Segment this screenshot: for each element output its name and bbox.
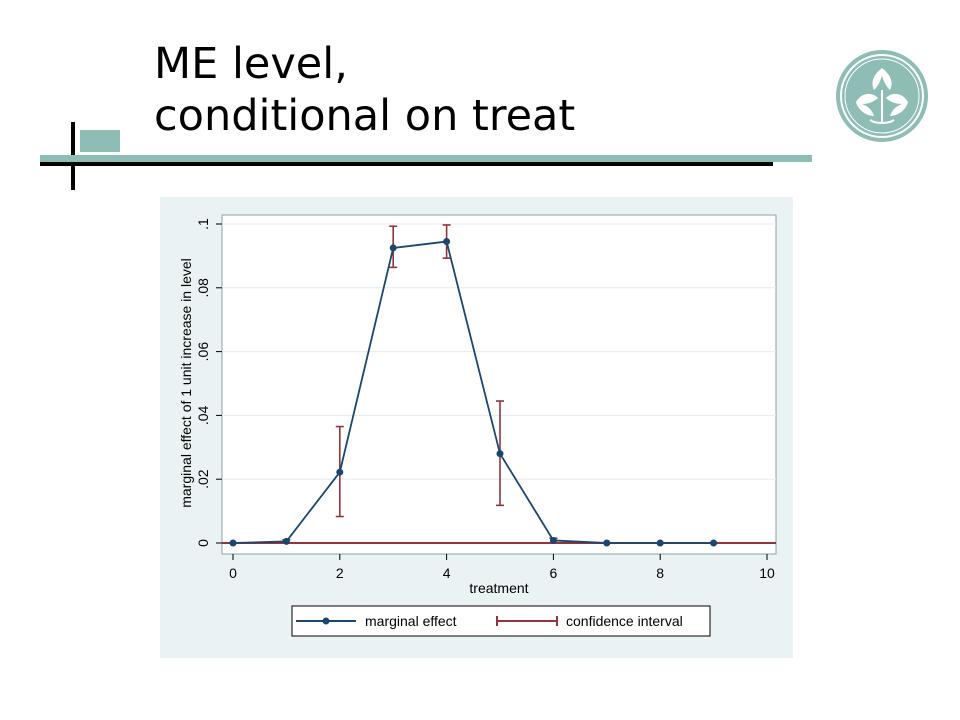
y-tick-label: .06 — [195, 342, 211, 362]
y-tick-label: .08 — [195, 278, 211, 298]
marginal-effect-point — [282, 537, 290, 545]
decorative-green-rule — [40, 155, 812, 162]
x-tick-label: 6 — [550, 565, 558, 581]
marginal-effect-point — [229, 539, 237, 547]
y-tick-label: 0 — [195, 539, 211, 547]
plot-area — [221, 214, 777, 555]
y-tick-label: .02 — [195, 469, 211, 489]
x-tick-label: 10 — [759, 565, 775, 581]
x-axis-label: treatment — [469, 580, 528, 596]
marginal-effect-line — [232, 240, 714, 544]
slide-title: ME level, conditional on treat — [154, 38, 575, 142]
y-axis-label: marginal effect of 1 unit increase in le… — [178, 258, 194, 508]
x-tick-label: 0 — [229, 565, 237, 581]
marginal-effect-point — [496, 450, 504, 458]
x-tick-label: 8 — [656, 565, 664, 581]
marginal-effect-point — [603, 539, 611, 547]
leaf-emblem-icon — [836, 50, 928, 142]
marginal-effect-point — [549, 536, 557, 544]
decorative-square — [80, 130, 120, 152]
marginal-effect-point — [389, 244, 397, 252]
marginal-effect-point — [336, 468, 344, 476]
marginal-effect-point — [710, 539, 718, 547]
chart: 0 .02 .04 .06 .08 .1 0 2 4 6 8 10 treatment margina… — [178, 214, 777, 637]
marginal-effect-point — [656, 539, 664, 547]
x-tick-label: 4 — [443, 565, 451, 581]
slide-title-line-1: ME level, — [154, 39, 348, 89]
marginal-effect-point — [443, 238, 451, 246]
x-tick-label: 2 — [336, 565, 344, 581]
legend-me-label: marginal effect — [365, 613, 457, 629]
y-tick-label: .1 — [195, 218, 211, 230]
legend-me-marker — [322, 617, 330, 625]
legend: marginal effect confidence interval — [291, 605, 711, 637]
chart-panel: 0 .02 .04 .06 .08 .1 0 2 4 6 8 10 treatment margina… — [160, 197, 793, 658]
decorative-black-rule — [40, 162, 773, 166]
slide-title-line-2: conditional on treat — [154, 91, 576, 141]
legend-ci-label: confidence interval — [566, 613, 683, 629]
y-tick-label: .04 — [195, 405, 211, 425]
